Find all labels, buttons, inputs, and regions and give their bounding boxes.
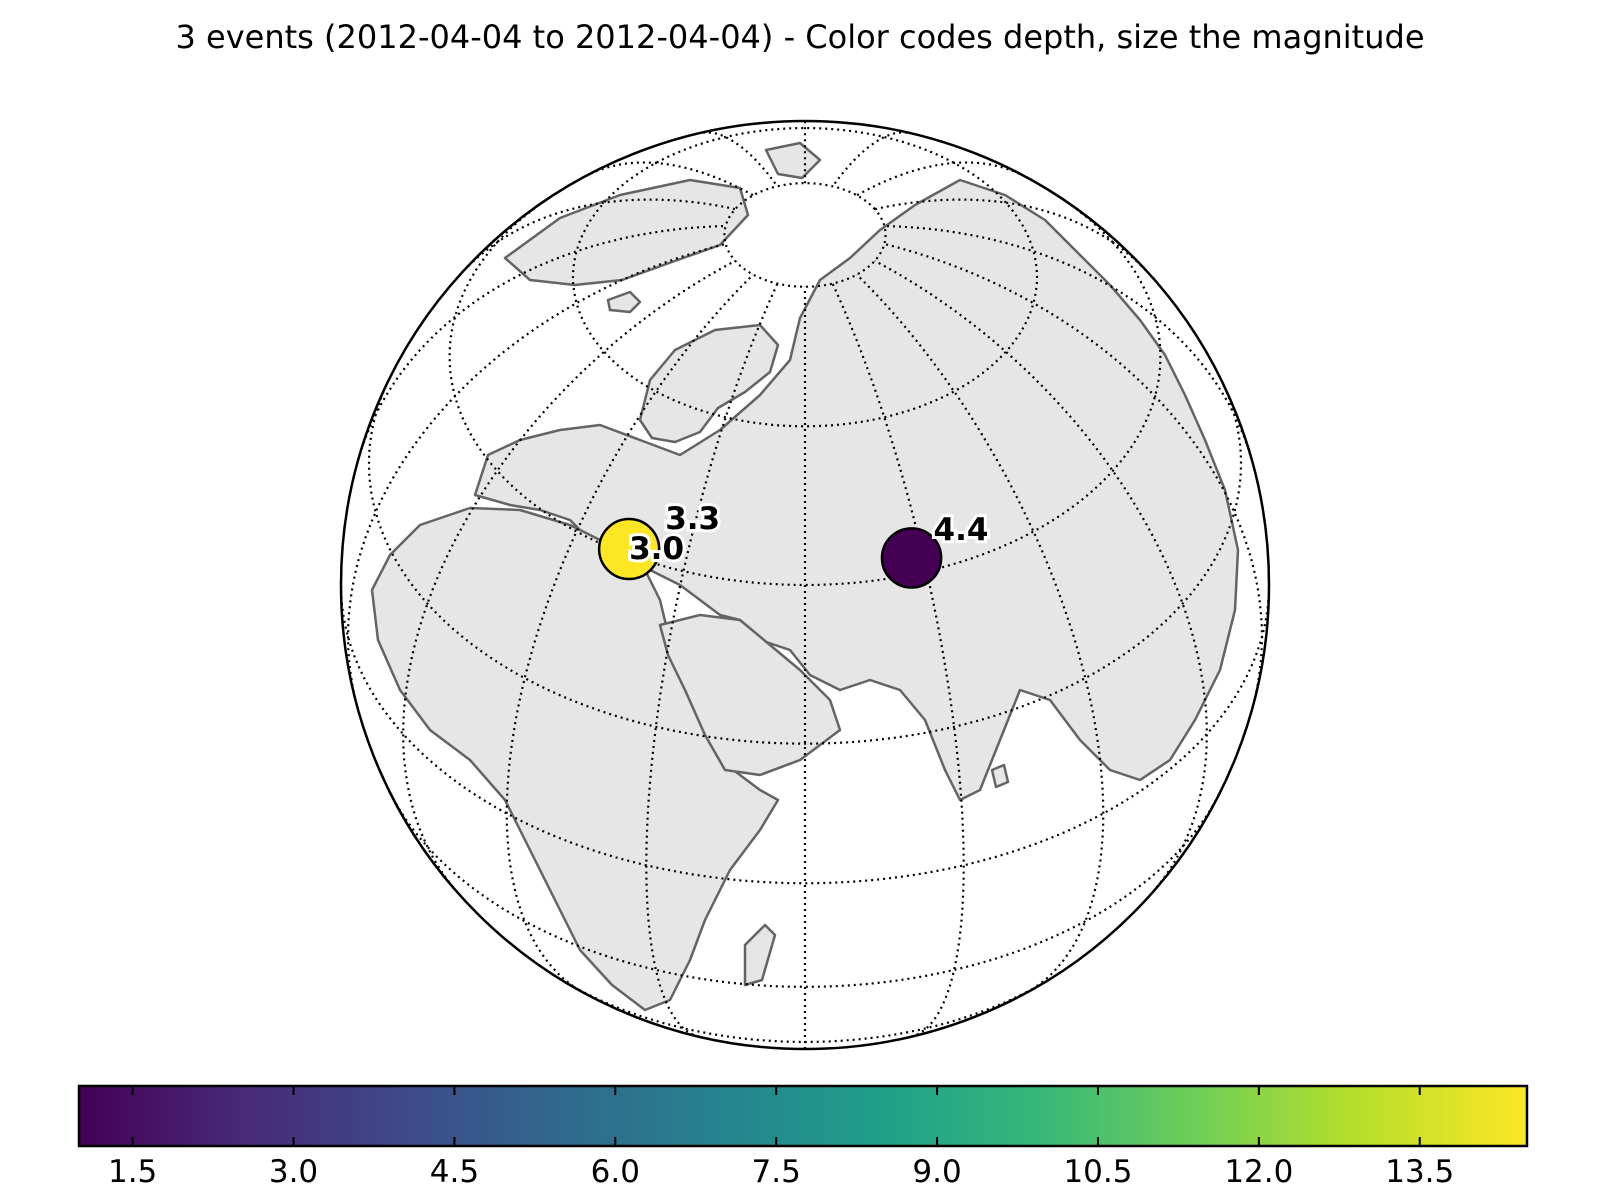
event-label: 3.3 [665,501,720,537]
colorbar: 1.5 3.0 4.5 6.0 7.5 9.0 10.5 12.0 13.5 [77,1084,1529,1190]
colorbar-tick-label: 9.0 [912,1154,961,1190]
map-title: 3 events (2012-04-04 to 2012-04-04) - Co… [175,18,1425,56]
landmasses [370,141,1240,1012]
event-marker [880,527,943,589]
graticule-meridian [884,242,1264,698]
land-eurasia [473,178,1240,802]
colorbar-tick-label: 6.0 [591,1154,640,1190]
colorbar-tick-label: 7.5 [752,1154,801,1190]
land-scandinavia [638,323,780,444]
event-marker [597,517,661,581]
land-iceland [606,290,642,314]
colorbar-tick-label: 4.5 [430,1154,479,1190]
colorbar-tick-label: 12.0 [1224,1154,1293,1190]
graticule-meridian [356,224,726,461]
globe-outline [339,119,1271,1051]
land-arabia [658,613,842,777]
graticule-parallel [339,584,1270,885]
events: 4.4 3.33.0 [597,498,991,589]
colorbar-tick-label: 1.5 [108,1154,157,1190]
graticule-meridian [702,131,779,187]
graticule-meridian [874,198,1147,271]
land-africa [370,506,780,1012]
colorbar-tick-label: 13.5 [1385,1154,1454,1190]
land-sri-lanka [990,763,1010,789]
colorbar-tick-label: 10.5 [1063,1154,1132,1190]
land-greenland [503,178,750,287]
graticule-meridian [505,273,754,994]
graticule-meridian [346,242,726,698]
graticule-meridian [463,198,736,271]
event-label: 4.4 [934,512,989,548]
graticule [339,121,1270,1049]
graticule-parallel [367,385,1243,745]
graticule-meridian [856,273,1105,994]
event-label: 3.0 [629,531,684,567]
colorbar-tick-label: 3.0 [269,1154,318,1190]
graticule-meridian [856,161,1020,197]
graticule-meridian [831,131,908,187]
land-madagascar [743,923,777,987]
graticule-meridian [884,224,1254,461]
land-svalbard [764,141,822,180]
colorbar-gradient [77,1084,1529,1148]
graticule-meridian [590,161,754,197]
